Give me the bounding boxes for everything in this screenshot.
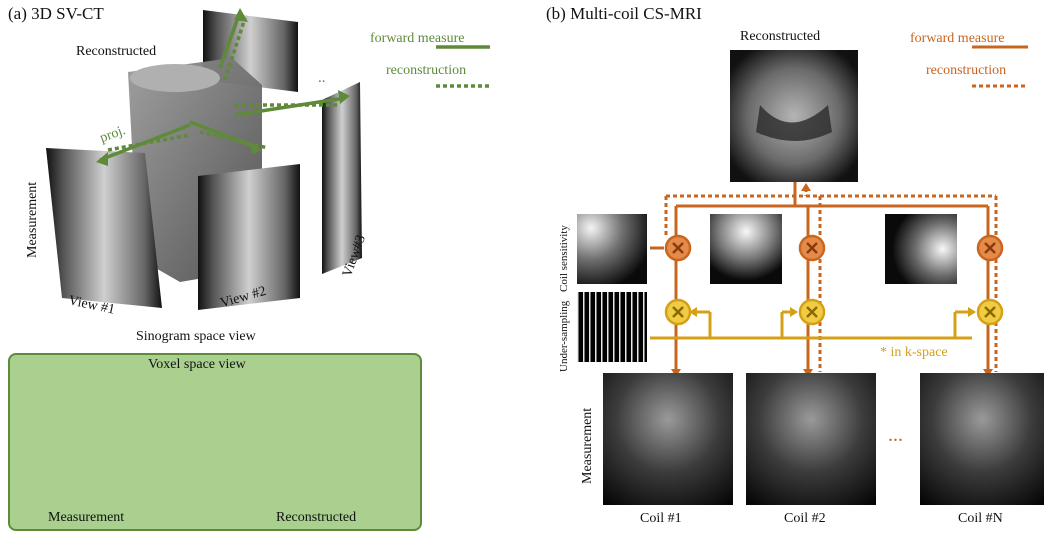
coil-sensitivity-1 <box>577 214 647 284</box>
voxel-title: Voxel space view <box>148 357 246 372</box>
panel-a-dots: .. <box>318 70 326 86</box>
legend-b-recon: reconstruction <box>926 63 1007 78</box>
forward-wires <box>650 182 990 372</box>
view1-slab <box>46 148 162 308</box>
voxel-reconstructed-label: Reconstructed <box>276 510 357 525</box>
panel-b-measurement-label: Measurement <box>580 407 595 484</box>
coil-2-image <box>746 373 876 505</box>
coil-sensitivity-n <box>885 214 957 284</box>
under-sampling-label: Under-sampling <box>558 300 570 372</box>
panel-a-arrows <box>99 11 346 162</box>
panel-b-title: (b) Multi-coil CS-MRI <box>546 4 702 23</box>
panel-a-reconstructed-label: Reconstructed <box>76 44 157 59</box>
panel-b-reconstructed-label: Reconstructed <box>740 29 821 44</box>
undersampling-mask <box>577 292 647 362</box>
view2-slab <box>198 164 300 310</box>
panel-b-dots: ... <box>888 424 903 446</box>
coil-sensitivity-2 <box>710 214 782 284</box>
voxel-measurement-label: Measurement <box>48 510 125 525</box>
coil-1-label: Coil #1 <box>640 511 682 526</box>
view3-slab <box>322 82 362 274</box>
coil-n-image <box>920 373 1044 505</box>
coil-2-label: Coil #2 <box>784 511 826 526</box>
legend-a-forward: forward measure <box>370 31 465 46</box>
undersampling-wires <box>650 310 974 340</box>
legend-a-recon: reconstruction <box>386 63 467 78</box>
voxel-space-panel <box>8 353 422 531</box>
volume-top <box>130 64 220 92</box>
sinogram-caption: Sinogram space view <box>136 329 256 344</box>
legend-b-forward: forward measure <box>910 31 1005 46</box>
reconstructed-knee-image <box>730 50 858 182</box>
gold-multiply-nodes <box>664 298 1004 326</box>
panel-a-title: (a) 3D SV-CT <box>8 4 104 23</box>
coil-sensitivity-label: Coil sensitivity <box>558 225 570 292</box>
coil-n-label: Coil #N <box>958 511 1003 526</box>
kspace-note: * in k-space <box>880 345 948 360</box>
coil-1-image <box>603 373 733 505</box>
